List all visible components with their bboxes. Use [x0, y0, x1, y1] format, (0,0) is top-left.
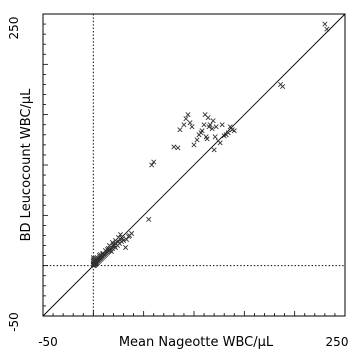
data-point [209, 126, 215, 132]
data-point [217, 140, 223, 146]
data-point [171, 144, 177, 150]
y-axis-label: BD Leucocount WBC/µL [19, 88, 34, 241]
data-point [201, 122, 207, 128]
data-point [121, 237, 127, 244]
data-point [227, 124, 233, 130]
data-point [204, 136, 210, 142]
data-point [151, 159, 157, 165]
data-point [280, 83, 286, 89]
data-point [212, 134, 218, 140]
data-point [185, 112, 191, 118]
data-point [231, 128, 237, 134]
data-point [183, 116, 189, 122]
data-point [175, 145, 181, 151]
data-point [146, 216, 152, 222]
data-point [219, 122, 225, 128]
x-tick-label-max: 250 [326, 335, 349, 349]
data-point [123, 245, 129, 251]
identity-line [42, 13, 346, 317]
data-point [225, 130, 231, 136]
data-point [205, 115, 211, 121]
data-point [194, 137, 200, 143]
data-point [199, 128, 205, 134]
data-point [106, 243, 112, 249]
data-point [324, 26, 330, 32]
data-point [90, 255, 96, 261]
data-point [117, 231, 124, 237]
data-point [124, 236, 130, 243]
data-point [213, 124, 219, 130]
data-point [191, 142, 197, 148]
data-point [112, 237, 118, 244]
data-point [207, 122, 213, 128]
data-point [94, 255, 100, 261]
data-points [90, 21, 330, 269]
axis-ticks [42, 13, 346, 317]
y-tick-label-min: -50 [7, 312, 21, 332]
data-point [189, 124, 195, 130]
data-point [181, 122, 187, 128]
y-tick-label-max: 250 [7, 17, 21, 40]
data-point [177, 127, 183, 133]
data-point [108, 249, 114, 255]
data-point [210, 118, 216, 124]
data-point [322, 21, 328, 27]
data-point [187, 120, 193, 126]
x-tick-label-min: -50 [38, 335, 58, 349]
data-point [149, 162, 155, 168]
data-point [211, 147, 217, 153]
data-point [129, 230, 135, 236]
x-axis-label: Mean Nageotte WBC/µL [119, 335, 274, 350]
